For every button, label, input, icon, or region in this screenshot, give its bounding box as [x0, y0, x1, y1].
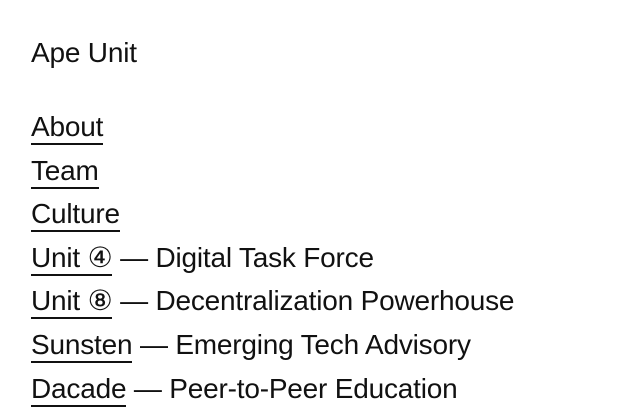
nav-link-team[interactable]: Team: [31, 154, 99, 189]
nav-link-unit-4[interactable]: Unit ④: [31, 241, 113, 276]
nav-desc-sunsten: — Emerging Tech Advisory: [132, 328, 471, 360]
nav-desc-unit-4: — Digital Task Force: [112, 241, 374, 273]
nav-item-sunsten: Sunsten — Emerging Tech Advisory: [31, 326, 514, 370]
site-title: Ape Unit: [31, 37, 137, 68]
nav-desc-dacade: — Peer-to-Peer Education: [126, 372, 458, 404]
nav-item-unit-4: Unit ④ — Digital Task Force: [31, 239, 514, 283]
nav-list: About Team Culture Unit ④ — Digital Task…: [31, 108, 514, 413]
nav-desc-unit-8: — Decentralization Powerhouse: [112, 285, 515, 317]
nav-item-dacade: Dacade — Peer-to-Peer Education: [31, 370, 514, 413]
nav-item-unit-8: Unit ⑧ — Decentralization Powerhouse: [31, 282, 514, 326]
nav-item-about: About: [31, 108, 514, 152]
page: Ape Unit About Team Culture Unit ④ — Dig…: [31, 0, 640, 412]
nav-link-sunsten[interactable]: Sunsten: [31, 328, 133, 363]
nav-item-team: Team: [31, 152, 514, 196]
nav-link-dacade[interactable]: Dacade: [31, 372, 127, 407]
nav-link-about[interactable]: About: [31, 111, 103, 145]
nav-link-culture[interactable]: Culture: [31, 198, 120, 233]
nav-item-culture: Culture: [31, 195, 514, 239]
nav-link-unit-8[interactable]: Unit ⑧: [31, 285, 113, 320]
